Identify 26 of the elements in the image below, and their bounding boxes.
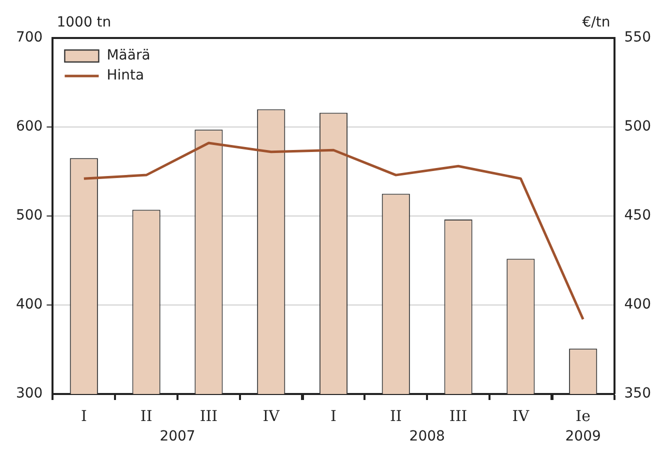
text: 2008 xyxy=(409,428,445,445)
y2-tick-label: 450 xyxy=(624,208,652,224)
y-tick-label: 400 xyxy=(16,296,43,313)
y-tick-label: 300 xyxy=(16,386,43,402)
x-tick-label: I xyxy=(80,406,87,425)
x-tick-label: III xyxy=(449,406,468,425)
x-tick-label: III xyxy=(200,406,218,425)
x-tick-label: I xyxy=(330,406,337,425)
y2-tick-label: 500 xyxy=(624,118,652,135)
x-tick-label: II xyxy=(140,406,152,425)
y2-tick-label: 400 xyxy=(624,296,652,313)
text: 2009 xyxy=(565,428,601,445)
x-tick-label: Ie xyxy=(576,406,591,425)
y-axis-title: 1000 tn xyxy=(56,14,112,31)
legend-label: Hinta xyxy=(106,68,144,84)
y-tick-label: 500 xyxy=(16,208,43,224)
y-tick-label: 700 xyxy=(16,30,43,46)
y-tick-label: 600 xyxy=(16,118,43,135)
text: 2007 xyxy=(160,428,196,445)
x-tick-label: IV xyxy=(262,406,281,425)
x-tick-label: IV xyxy=(512,406,530,425)
x-tick-label: II xyxy=(390,406,402,425)
y2-tick-label: 350 xyxy=(624,386,652,402)
legend-label: Määrä xyxy=(106,48,150,64)
y2-tick-label: 550 xyxy=(624,30,652,46)
y2-axis-title: €/tn xyxy=(582,14,610,31)
